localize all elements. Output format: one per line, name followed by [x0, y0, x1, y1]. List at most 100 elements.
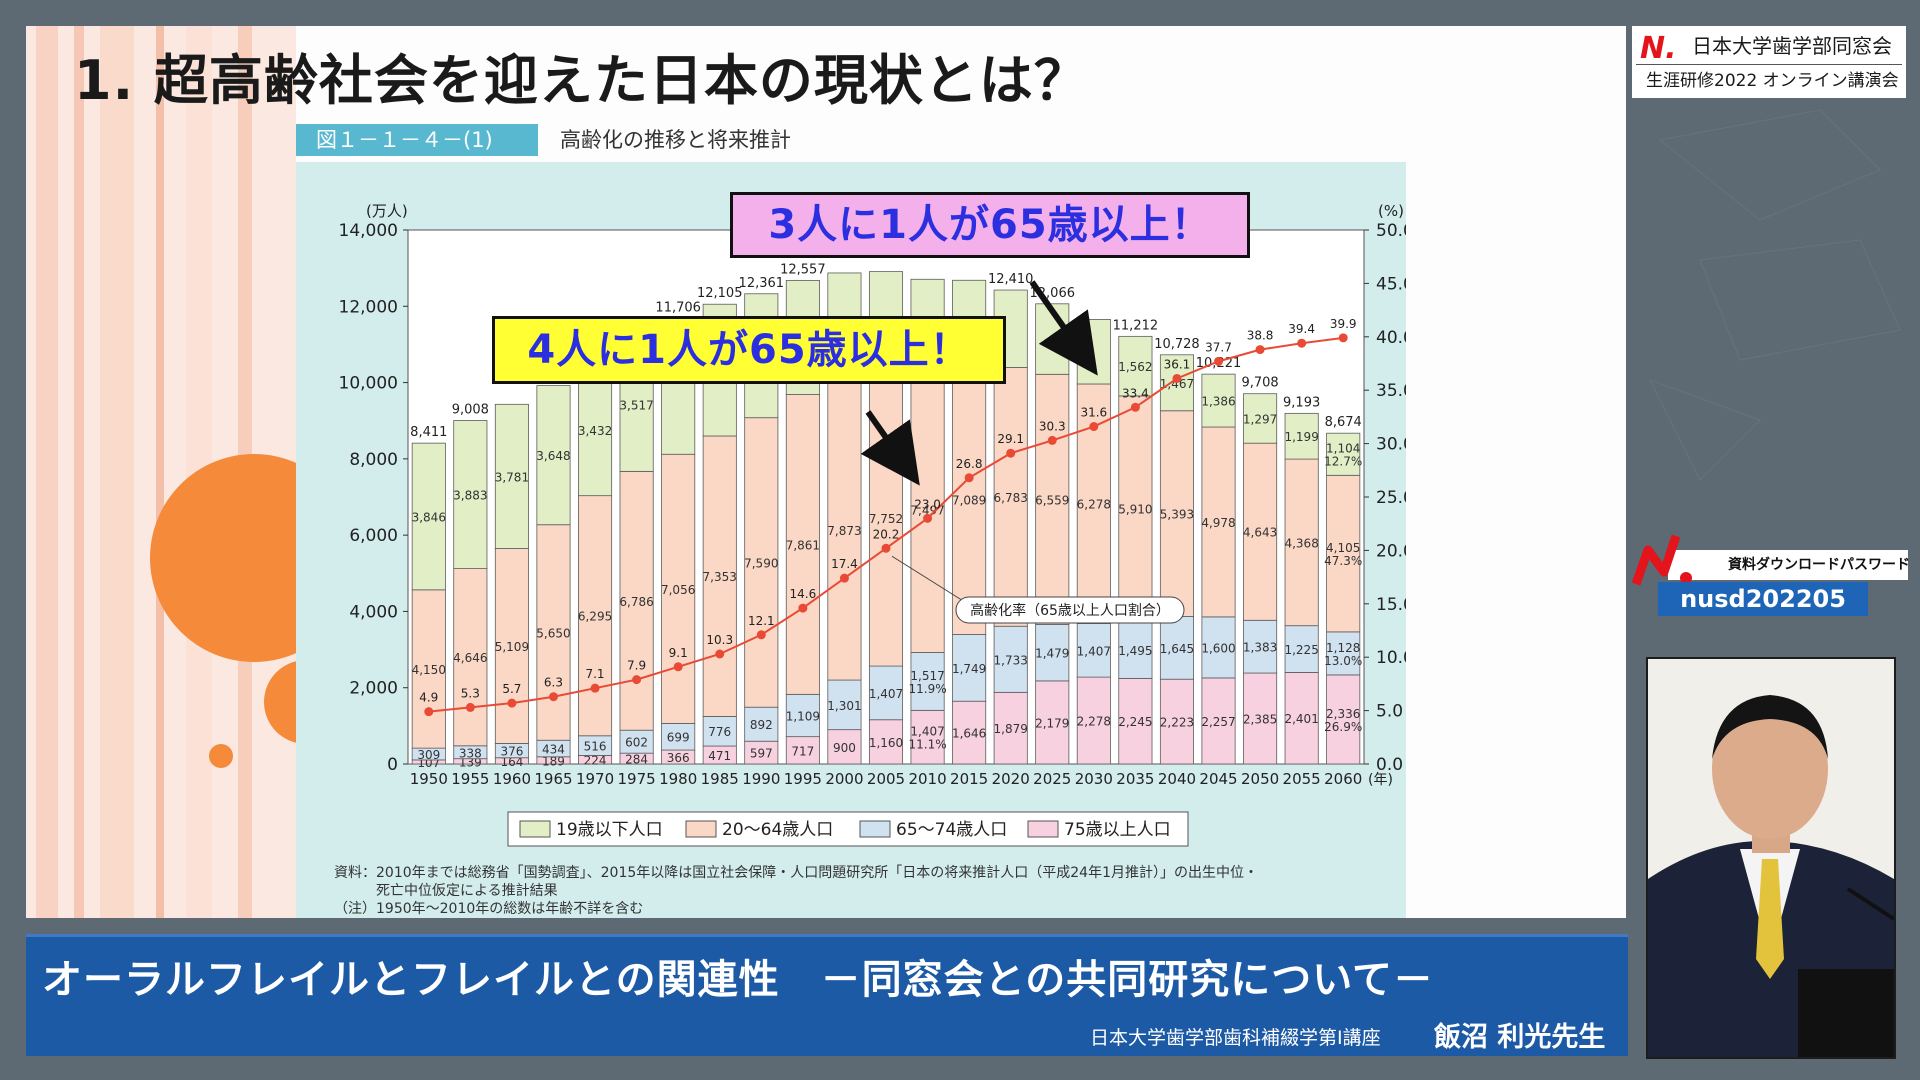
bar-value-label: 4,643 [1243, 526, 1277, 540]
bar-total-label: 12,410 [988, 272, 1034, 287]
bar-segment [1076, 676, 1111, 765]
aging-rate-point [673, 662, 683, 672]
bar-segment [1118, 395, 1153, 622]
aging-rate-point [1255, 345, 1265, 355]
bar-value-label: 2,336 [1326, 707, 1360, 721]
bar-segment [1118, 620, 1153, 679]
aging-rate-point [798, 603, 808, 613]
bar-segment [952, 363, 987, 635]
slide-title: 1. 超高齢社会を迎えた日本の現状とは？ [74, 49, 1089, 112]
y-axis-unit-right: (%) [1378, 202, 1404, 220]
lecturer-affiliation: 日本大学歯学部歯科補綴学第Ⅰ講座 [1090, 1027, 1381, 1049]
figure-body: 0 2,000 4,000 6,000 8,000 10,000 12,000 14,000 0… [296, 162, 1406, 918]
x-tick-label: 1990 [742, 770, 780, 788]
download-password-value[interactable]: nusd202205 [1658, 582, 1868, 616]
arrow-to-2035 [1029, 280, 1098, 376]
bar-value-label: 1,517 [910, 669, 944, 683]
bar-value-label: 376 [500, 745, 523, 759]
bar-value-label: 1,562 [1118, 360, 1152, 374]
bar-segment [827, 679, 862, 731]
bar-segment [744, 417, 779, 708]
bar-value-label: 1,645 [1160, 642, 1194, 656]
bar-value-label: 1,386 [1201, 395, 1235, 409]
bar-segment [868, 665, 904, 721]
bar-segment [1201, 426, 1236, 618]
bar-value-label: 717 [791, 744, 814, 758]
aging-rate-point [590, 683, 600, 693]
y-tick-label-left: 2,000 [349, 679, 398, 699]
aging-rate-point [756, 630, 766, 640]
aging-rate-label: 7.1 [585, 667, 604, 681]
bar-total-label: 12,105 [697, 286, 743, 301]
y-tick-label-right: 35.0 [1376, 381, 1406, 401]
aging-rate-label: 37.7 [1205, 340, 1232, 354]
legend-swatch [519, 820, 551, 838]
speaker-video [1646, 657, 1896, 1059]
bar-value-label: 1,104 [1326, 442, 1360, 456]
brand-logo-icon [1631, 534, 1692, 586]
y-tick-label-left: 10,000 [339, 374, 398, 394]
bar-value-label: 189 [542, 754, 565, 768]
bar-value-label: 7,752 [869, 512, 903, 526]
x-axis-unit: (年) [1368, 772, 1393, 788]
aging-rate-label: 10.3 [706, 633, 733, 647]
bar-value-label: 7,873 [827, 524, 861, 538]
bar-segment [702, 716, 737, 747]
y-tick-label-right: 20.0 [1376, 541, 1406, 561]
aging-rate-label: 38.8 [1247, 329, 1274, 343]
bar-value-label: 3,781 [495, 470, 529, 484]
bar-total-label: 9,193 [1283, 395, 1320, 410]
legend-label: 19歳以下人口 [556, 820, 663, 840]
aging-rate-point [1047, 435, 1057, 445]
legend-swatch [1027, 820, 1059, 838]
bar-value-label: 1,733 [994, 653, 1028, 667]
aging-rate-point [1130, 402, 1140, 412]
bar-segment [910, 709, 945, 765]
bar-value-label: 6,295 [578, 610, 612, 624]
aging-rate-label: 4.9 [419, 691, 438, 705]
x-tick-label: 1960 [493, 770, 531, 788]
aging-rate-point [548, 692, 558, 702]
x-tick-label: 2010 [908, 770, 946, 788]
bar-value-label: 1,199 [1284, 430, 1318, 444]
bar-value-label: 4,978 [1201, 516, 1235, 530]
aging-population-chart: 0 2,000 4,000 6,000 8,000 10,000 12,000 14,000 0… [339, 202, 1406, 847]
bar-segment [578, 495, 613, 737]
bar-value-label: 2,278 [1077, 715, 1111, 729]
bar-segment [1035, 373, 1070, 625]
bar-segment [661, 453, 696, 724]
figure-tag: 図１－１－４－(1) [296, 124, 538, 156]
bar-total-label: 9,708 [1241, 376, 1278, 391]
bar-total-label: 11,212 [1113, 318, 1159, 333]
bar-value-label: 6,278 [1077, 498, 1111, 512]
bar-value-label: 471 [708, 749, 731, 763]
bar-segment [1243, 619, 1278, 674]
bar-value-label: 1,109 [786, 710, 820, 724]
bar-value-label: 7,056 [661, 583, 695, 597]
org-name: 日本大学歯学部同窓会 [1692, 34, 1892, 58]
bar-value-label: 1,128 [1326, 641, 1360, 655]
bar-segment [1326, 432, 1361, 476]
bar-segment [536, 385, 571, 526]
bar-segment [494, 548, 529, 744]
bar-value-label: 2,257 [1201, 715, 1235, 729]
bar-segment [1035, 680, 1070, 765]
bar-value-label: 1,479 [1035, 647, 1069, 661]
bar-segment [868, 719, 904, 765]
figure-header: 図１－１－４－(1) 高齢化の推移と将来推計 [296, 122, 1412, 158]
aging-rate-point [1338, 333, 1348, 343]
x-tick-label: 1980 [659, 770, 697, 788]
y-tick-label-left: 6,000 [349, 526, 398, 546]
aging-rate-label: 6.3 [544, 676, 563, 690]
bar-segment [1159, 616, 1194, 680]
y-axis-unit-left: (万人) [366, 202, 408, 220]
bar-total-label: 9,008 [452, 402, 489, 417]
bar-segment [453, 420, 488, 569]
y-tick-label-right: 45.0 [1376, 274, 1406, 294]
aging-rate-point [881, 543, 891, 553]
bar-total-label: 10,728 [1154, 337, 1200, 352]
aging-rate-label: 33.4 [1122, 386, 1149, 400]
bar-value-label: 2,245 [1118, 715, 1152, 729]
bar-value-label: 4,646 [453, 651, 487, 665]
legend-label: 65～74歳人口 [896, 820, 1007, 840]
